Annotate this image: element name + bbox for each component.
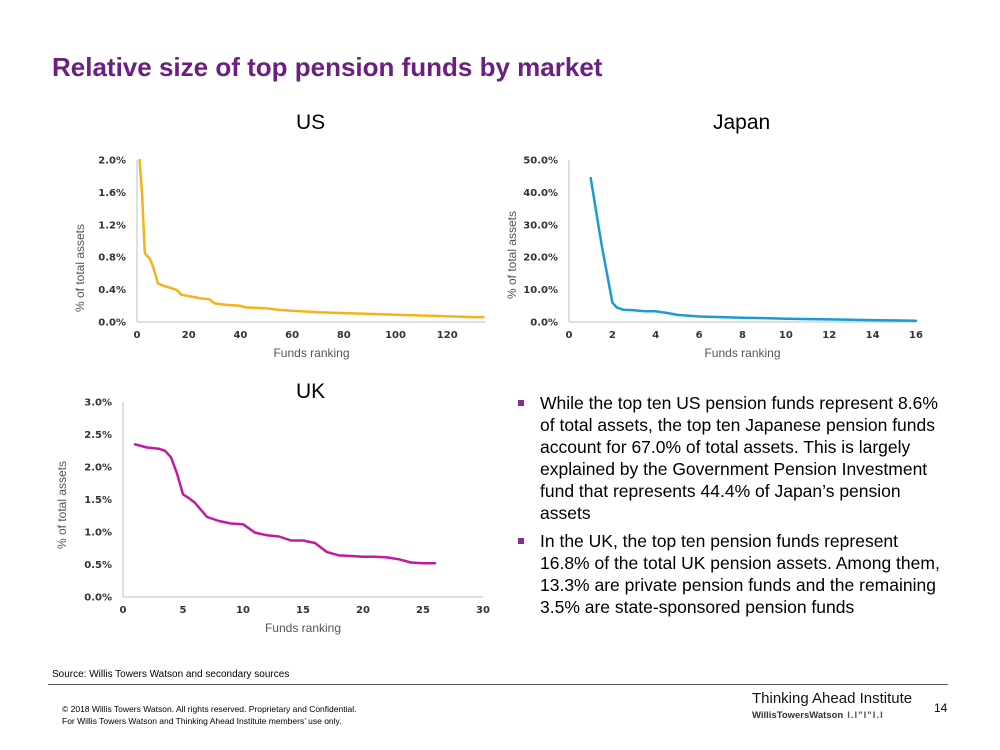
x-tick-label: 4 bbox=[652, 330, 659, 341]
chart-title-uk: UK bbox=[296, 380, 326, 403]
bullet-square-icon bbox=[518, 400, 524, 406]
page-title: Relative size of top pension funds by ma… bbox=[52, 52, 603, 82]
y-tick-label: 1.0% bbox=[84, 528, 112, 539]
bullet-square-icon bbox=[518, 538, 524, 544]
series-line-uk bbox=[133, 443, 437, 565]
x-tick-label: 80 bbox=[337, 330, 351, 341]
x-tick-label: 8 bbox=[739, 330, 746, 341]
brand-mark-icon: I.I"I"I.I bbox=[847, 710, 884, 721]
y-tick-label: 1.2% bbox=[98, 220, 126, 231]
x-tick-label: 14 bbox=[866, 330, 880, 341]
x-tick-label: 5 bbox=[180, 605, 187, 616]
x-tick-label: 15 bbox=[296, 605, 310, 616]
x-axis-label: Funds ranking bbox=[265, 621, 341, 635]
x-tick-label: 60 bbox=[285, 330, 299, 341]
series-line-japan bbox=[589, 176, 918, 322]
y-tick-label: 2.0% bbox=[84, 463, 112, 474]
x-tick-label: 20 bbox=[356, 605, 370, 616]
y-tick-label: 2.5% bbox=[84, 430, 112, 441]
y-tick-label: 0.0% bbox=[530, 318, 558, 329]
bullet-item: While the top ten US pension funds repre… bbox=[518, 392, 948, 524]
y-tick-label: 0.0% bbox=[98, 318, 126, 329]
y-tick-label: 0.4% bbox=[98, 285, 126, 296]
bullet-text: In the UK, the top ten pension funds rep… bbox=[540, 531, 940, 617]
copyright: © 2018 Willis Towers Watson. All rights … bbox=[62, 703, 356, 727]
brand-sub: WillisTowersWatson bbox=[752, 710, 844, 721]
x-tick-label: 10 bbox=[236, 605, 250, 616]
x-tick-label: 20 bbox=[182, 330, 196, 341]
y-tick-label: 50.0% bbox=[523, 156, 558, 167]
y-tick-label: 1.5% bbox=[84, 495, 112, 506]
y-tick-label: 20.0% bbox=[523, 253, 558, 264]
brand-name: Thinking Ahead Institute bbox=[752, 690, 913, 707]
commentary-bullets: While the top ten US pension funds repre… bbox=[518, 392, 948, 624]
x-tick-label: 6 bbox=[696, 330, 703, 341]
x-tick-label: 16 bbox=[909, 330, 923, 341]
page-number: 14 bbox=[934, 701, 948, 715]
chart-uk: 0.0% 0.5% 1.0% 1.5% 2.0% 2.5% 3.0% 0 5 10 15 20 25 30… bbox=[55, 398, 490, 636]
y-axis-label: % of total assets bbox=[505, 211, 519, 299]
source-note: Source: Willis Towers Watson and seconda… bbox=[52, 669, 290, 680]
chart-title-japan: Japan bbox=[713, 111, 771, 134]
y-tick-label: 3.0% bbox=[84, 398, 112, 409]
chart-us: 0.0% 0.4% 0.8% 1.2% 1.6% 2.0% 0 20 40 60 80 100 120 F… bbox=[73, 156, 486, 360]
y-axis-label: % of total assets bbox=[55, 461, 69, 549]
x-tick-label: 0 bbox=[134, 330, 141, 341]
copyright-line: For Willis Towers Watson and Thinking Ah… bbox=[62, 716, 342, 726]
x-tick-label: 10 bbox=[779, 330, 793, 341]
x-tick-label: 0 bbox=[120, 605, 127, 616]
x-tick-label: 40 bbox=[233, 330, 247, 341]
x-tick-label: 12 bbox=[822, 330, 836, 341]
y-tick-label: 2.0% bbox=[98, 156, 126, 167]
chart-japan: 0.0% 10.0% 20.0% 30.0% 40.0% 50.0% 0 2 4 6 8 10 12 14… bbox=[505, 156, 923, 361]
x-tick-label: 0 bbox=[566, 330, 573, 341]
x-tick-label: 2 bbox=[609, 330, 616, 341]
x-tick-label: 100 bbox=[385, 330, 406, 341]
x-axis-label: Funds ranking bbox=[704, 346, 780, 360]
series-line-us bbox=[138, 158, 485, 319]
copyright-line: © 2018 Willis Towers Watson. All rights … bbox=[62, 704, 357, 714]
x-axis-label: Funds ranking bbox=[273, 346, 349, 360]
y-tick-label: 30.0% bbox=[523, 220, 558, 231]
y-tick-label: 10.0% bbox=[523, 285, 558, 296]
brand-logo: WillisTowersWatson I.I"I"I.I bbox=[752, 710, 884, 721]
y-axis-label: % of total assets bbox=[73, 224, 87, 312]
x-tick-label: 25 bbox=[416, 605, 430, 616]
bullet-text: While the top ten US pension funds repre… bbox=[540, 393, 938, 523]
bullet-item: In the UK, the top ten pension funds rep… bbox=[518, 530, 948, 618]
y-tick-label: 1.6% bbox=[98, 188, 126, 199]
x-tick-label: 30 bbox=[476, 605, 490, 616]
y-tick-label: 0.0% bbox=[84, 593, 112, 604]
footer-divider bbox=[48, 684, 948, 685]
y-tick-label: 0.8% bbox=[98, 253, 126, 264]
y-tick-label: 40.0% bbox=[523, 188, 558, 199]
y-tick-label: 0.5% bbox=[84, 560, 112, 571]
chart-title-us: US bbox=[296, 111, 326, 134]
x-tick-label: 120 bbox=[437, 330, 458, 341]
